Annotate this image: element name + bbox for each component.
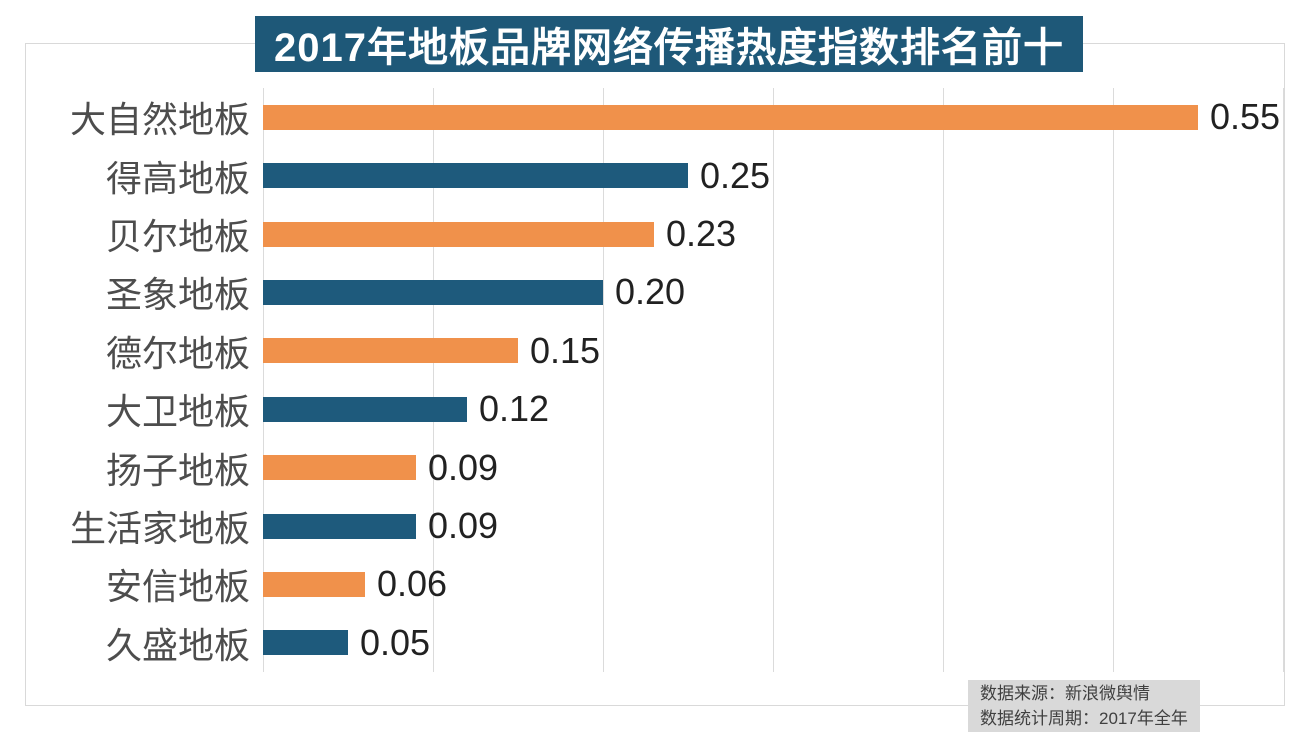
value-label: 0.25 [700,154,771,196]
source-note: 数据来源：新浪微舆情 数据统计周期：2017年全年 [968,680,1200,732]
bar [263,104,1198,130]
category-label: 大自然地板 [69,99,250,141]
bar-row: 0.06 [263,555,1283,613]
category-label: 得高地板 [105,157,250,199]
gridline [943,88,944,672]
value-label: 0.12 [479,388,550,430]
gridline [1283,88,1284,672]
category-label: 圣象地板 [105,274,250,316]
bar-row: 0.23 [263,205,1283,263]
bar [263,163,688,189]
bar-row: 0.05 [263,614,1283,672]
value-label: 0.20 [615,271,686,313]
value-label: 0.55 [1210,96,1281,138]
category-label: 大卫地板 [105,391,250,433]
bar [263,455,416,481]
gridline [263,88,264,672]
bar [263,571,365,597]
bar-row: 0.09 [263,497,1283,555]
category-label: 贝尔地板 [105,216,250,258]
value-label: 0.09 [428,505,499,547]
category-label: 生活家地板 [69,508,250,550]
bar [263,513,416,539]
chart-title: 2017年地板品牌网络传播热度指数排名前十 [255,16,1083,72]
bar-row: 0.15 [263,322,1283,380]
source-line-2: 数据统计周期：2017年全年 [980,709,1188,728]
category-axis-labels: 大自然地板得高地板贝尔地板圣象地板德尔地板大卫地板扬子地板生活家地板安信地板久盛… [0,88,250,672]
source-line-1: 数据来源：新浪微舆情 [980,684,1150,703]
gridline [773,88,774,672]
bar [263,630,348,656]
bar-row: 0.25 [263,146,1283,204]
plot-area: 0.55 0.25 0.23 0.20 0.15 0.12 0.09 0.09 0.06 0.05 [263,88,1284,672]
bar [263,396,467,422]
value-label: 0.09 [428,446,499,488]
gridline [433,88,434,672]
bar-rows: 0.55 0.25 0.23 0.20 0.15 0.12 0.09 0.09 0.06 0.05 [263,88,1283,672]
category-label: 安信地板 [105,566,250,608]
category-label: 德尔地板 [105,332,250,374]
bar-row: 0.20 [263,263,1283,321]
gridline [1113,88,1114,672]
bar-row: 0.55 [263,88,1283,146]
bar [263,338,518,364]
value-label: 0.06 [377,563,448,605]
bar [263,279,603,305]
bar-row: 0.09 [263,438,1283,496]
category-label: 扬子地板 [105,449,250,491]
bar-row: 0.12 [263,380,1283,438]
bar [263,221,654,247]
value-label: 0.05 [360,621,431,663]
gridline [603,88,604,672]
category-label: 久盛地板 [105,624,250,666]
value-label: 0.23 [666,213,737,255]
value-label: 0.15 [530,329,601,371]
